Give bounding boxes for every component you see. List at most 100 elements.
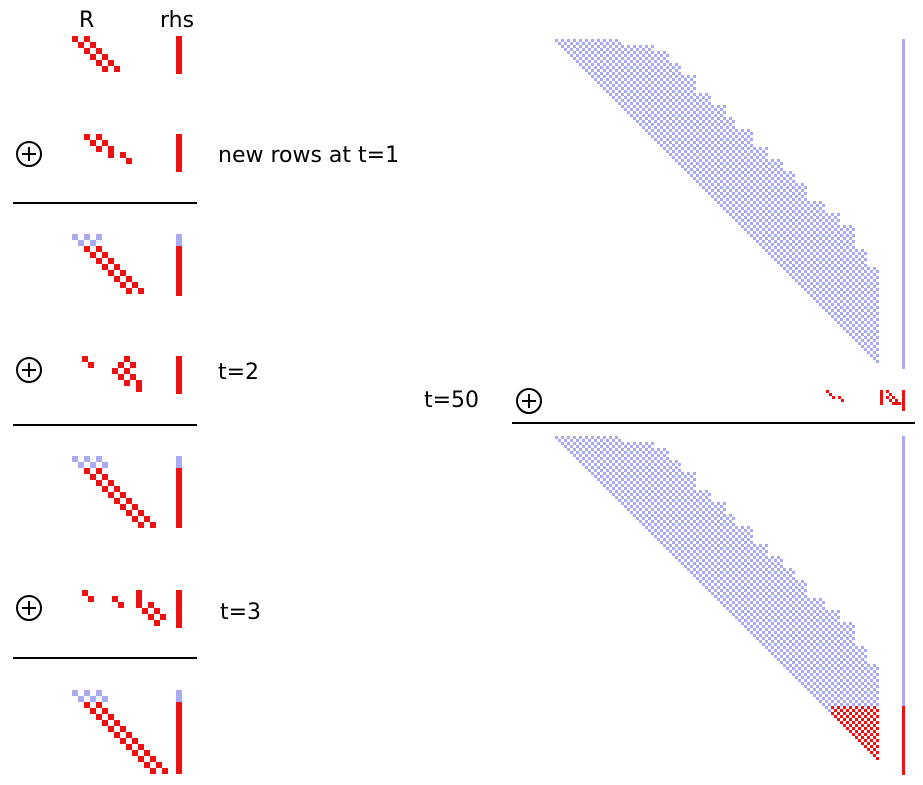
matrix-cell: [654, 451, 657, 454]
matrix-cell: [759, 231, 762, 234]
matrix-cell: [768, 601, 771, 604]
matrix-cell: [663, 147, 666, 150]
matrix-cell: [717, 195, 720, 198]
matrix-cell: [789, 201, 792, 204]
matrix-cell: [843, 267, 846, 270]
matrix-cell: [765, 189, 768, 192]
matrix-cell: [762, 631, 765, 634]
matrix-cell: [588, 439, 591, 442]
matrix-cell: [873, 748, 876, 751]
matrix-cell: [831, 267, 834, 270]
matrix-cell: [717, 538, 720, 541]
matrix-cell: [732, 529, 735, 532]
matrix-cell: [639, 93, 642, 96]
matrix-cell: [792, 240, 795, 243]
matrix-cell: [762, 571, 765, 574]
matrix-cell: [783, 171, 786, 174]
matrix-cell: [675, 93, 678, 96]
matrix-cell: [855, 285, 858, 288]
matrix-cell: [678, 553, 681, 556]
matrix-cell: [837, 243, 840, 246]
matrix-cell: [585, 442, 588, 445]
matrix-cell: [642, 54, 645, 57]
matrix-cell: [729, 532, 732, 535]
matrix-cell: [747, 129, 750, 132]
matrix-cell: [702, 102, 705, 105]
matrix-cell: [693, 111, 696, 114]
matrix-cell: [711, 111, 714, 114]
matrix-cell: [717, 201, 720, 204]
matrix-cell: [849, 628, 852, 631]
matrix-cell: [825, 285, 828, 288]
matrix-cell: [648, 457, 651, 460]
matrix-cell: [624, 499, 627, 502]
matrix-cell: [627, 466, 630, 469]
matrix-cell: [810, 649, 813, 652]
matrix-cell: [114, 486, 120, 492]
matrix-cell: [729, 514, 732, 517]
matrix-cell: [747, 538, 750, 541]
matrix-cell: [687, 135, 690, 138]
matrix-cell: [747, 153, 750, 156]
matrix-cell: [807, 616, 810, 619]
matrix-cell: [654, 529, 657, 532]
matrix-cell: [801, 189, 804, 192]
matrix-cell: [711, 526, 714, 529]
matrix-cell: [870, 354, 873, 357]
matrix-cell: [768, 637, 771, 640]
matrix-cell: [621, 460, 624, 463]
matrix-cell: [675, 466, 678, 469]
matrix-cell: [813, 628, 816, 631]
matrix-cell: [741, 580, 744, 583]
matrix-cell: [786, 589, 789, 592]
matrix-cell: [777, 213, 780, 216]
matrix-cell: [573, 454, 576, 457]
matrix-cell: [669, 111, 672, 114]
matrix-cell: [585, 57, 588, 60]
matrix-cell: [813, 670, 816, 673]
matrix-cell: [726, 595, 729, 598]
matrix-cell: [657, 57, 660, 60]
matrix-cell: [753, 183, 756, 186]
matrix-cell: [864, 312, 867, 315]
matrix-cell: [690, 144, 693, 147]
matrix-cell: [696, 541, 699, 544]
matrix-cell: [858, 649, 861, 652]
matrix-cell: [675, 123, 678, 126]
matrix-cell: [723, 538, 726, 541]
matrix-cell: [825, 670, 828, 673]
matrix-cell: [762, 583, 765, 586]
matrix-cell: [792, 264, 795, 267]
matrix-cell: [684, 84, 687, 87]
matrix-cell: [876, 348, 879, 351]
matrix-cell: [684, 78, 687, 81]
matrix-cell: [96, 468, 102, 474]
matrix-cell: [717, 580, 720, 583]
matrix-cell: [786, 252, 789, 255]
matrix-cell: [816, 258, 819, 261]
matrix-cell: [744, 204, 747, 207]
matrix-cell: [786, 625, 789, 628]
matrix-cell: [831, 291, 834, 294]
matrix-cell: [660, 102, 663, 105]
matrix-cell: [867, 267, 870, 270]
matrix-cell: [723, 153, 726, 156]
matrix-cell: [96, 146, 102, 152]
matrix-cell: [669, 147, 672, 150]
matrix-cell: [705, 117, 708, 120]
matrix-cell: [690, 523, 693, 526]
matrix-cell: [816, 270, 819, 273]
matrix-cell: [591, 442, 594, 445]
matrix-cell: [873, 754, 876, 757]
matrix-cell: [690, 120, 693, 123]
matrix-cell: [828, 685, 831, 688]
matrix-cell: [684, 511, 687, 514]
matrix-cell: [846, 625, 849, 628]
matrix-cell: [795, 207, 798, 210]
matrix-cell: [720, 529, 723, 532]
matrix-cell: [690, 505, 693, 508]
matrix-cell: [675, 129, 678, 132]
matrix-cell: [690, 102, 693, 105]
matrix-cell: [666, 475, 669, 478]
matrix-cell: [555, 39, 558, 42]
